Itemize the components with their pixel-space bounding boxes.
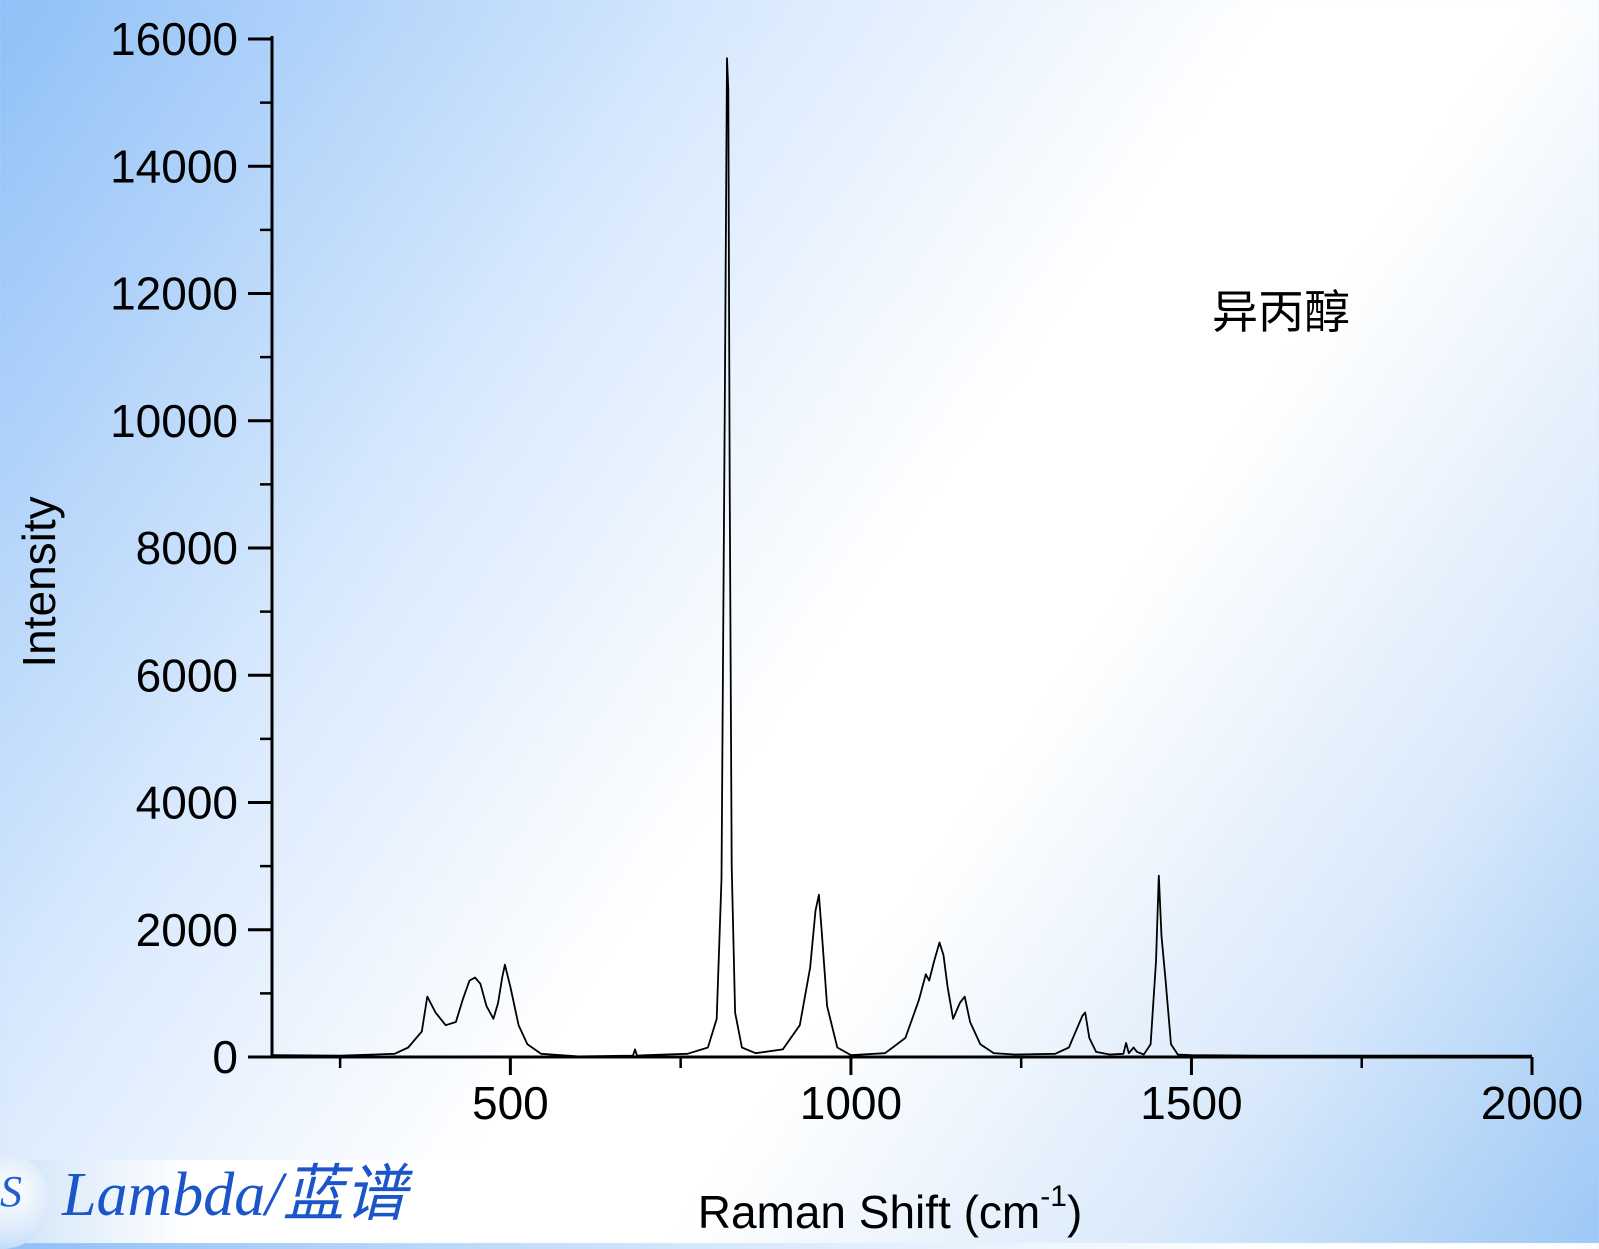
logo-panel — [0, 1160, 470, 1243]
series-layer — [271, 57, 1532, 1058]
x-axis-title-main: Raman Shift (cm — [698, 1186, 1041, 1238]
x-axis-title: Raman Shift (cm-1) — [698, 1180, 1083, 1238]
y-tick-label: 14000 — [110, 140, 238, 192]
y-tick-label: 10000 — [110, 395, 238, 447]
x-axis-title-superscript: -1 — [1040, 1180, 1067, 1213]
x-tick-label: 2000 — [1481, 1077, 1583, 1129]
spectrum-line-0 — [271, 57, 1532, 1058]
y-tick-label: 12000 — [110, 268, 238, 320]
x-axis: 500 1000 1500 2000 — [272, 1055, 1583, 1129]
x-tick-label: 1000 — [800, 1077, 902, 1129]
y-tick-label: 0 — [212, 1031, 238, 1083]
compound-annotation: 异丙醇 — [1212, 285, 1350, 339]
x-axis-title-end: ) — [1067, 1186, 1082, 1238]
y-tick-label: 2000 — [136, 904, 238, 956]
logo-glyph: S — [0, 1167, 22, 1216]
y-tick-label: 16000 — [110, 13, 238, 65]
y-tick-label: 6000 — [136, 649, 238, 701]
x-tick-label: 500 — [472, 1077, 549, 1129]
x-tick-label: 1500 — [1140, 1077, 1242, 1129]
logo-text: Lambda/蓝谱 — [62, 1161, 407, 1229]
y-tick-label: 8000 — [136, 522, 238, 574]
y-tick-label: 4000 — [136, 777, 238, 829]
y-axis-title: Intensity — [13, 496, 65, 667]
y-axis: 0 2000 4000 6000 8000 10000 12000 14000 16000 — [110, 13, 274, 1083]
